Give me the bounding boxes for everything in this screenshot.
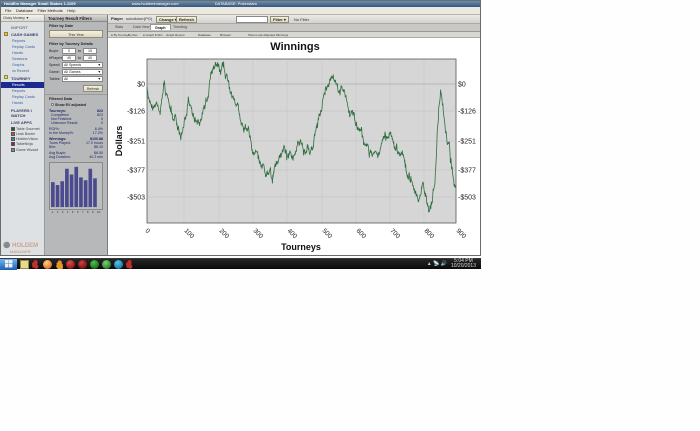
- svg-text:$0: $0: [458, 82, 466, 89]
- svg-text:100: 100: [183, 227, 196, 240]
- svg-text:400: 400: [286, 227, 299, 240]
- svg-text:600: 600: [355, 227, 368, 240]
- svg-text:-$126: -$126: [458, 109, 476, 116]
- svg-text:300: 300: [252, 227, 265, 240]
- svg-text:700: 700: [389, 227, 402, 240]
- svg-text:-$377: -$377: [127, 168, 145, 175]
- svg-text:800: 800: [423, 227, 436, 240]
- svg-text:-$377: -$377: [458, 168, 476, 175]
- svg-text:Dollars: Dollars: [114, 126, 124, 157]
- svg-text:200: 200: [218, 227, 231, 240]
- svg-text:-$126: -$126: [127, 109, 145, 116]
- svg-text:-$251: -$251: [127, 139, 145, 146]
- svg-text:Tourneys: Tourneys: [281, 242, 321, 252]
- svg-text:500: 500: [321, 227, 334, 240]
- svg-text:900: 900: [455, 227, 468, 240]
- svg-text:-$251: -$251: [458, 139, 476, 146]
- svg-text:-$503: -$503: [127, 195, 145, 202]
- svg-text:-$503: -$503: [458, 195, 476, 202]
- svg-text:0: 0: [144, 227, 152, 235]
- svg-text:$0: $0: [137, 82, 145, 89]
